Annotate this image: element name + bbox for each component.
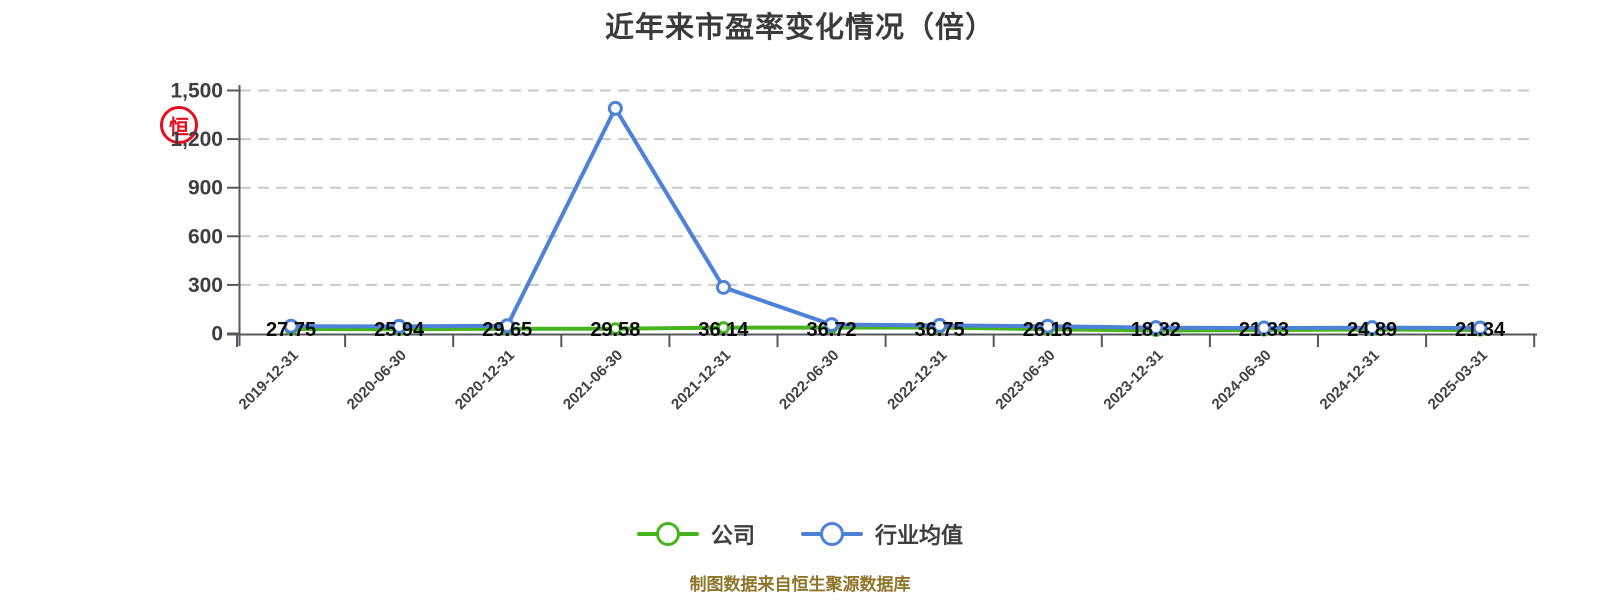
x-tick-label: 2019-12-31 <box>236 347 302 413</box>
value-label: 36.14 <box>698 319 749 341</box>
industry-data-point-marker[interactable] <box>824 317 840 333</box>
x-tick-label: 2024-06-30 <box>1208 347 1274 413</box>
industry-average-line <box>289 106 1483 330</box>
value-label: 18.32 <box>1131 319 1181 341</box>
industry-data-point-marker[interactable] <box>283 318 299 334</box>
value-label: 36.72 <box>807 319 857 341</box>
x-tick-label: 2020-12-31 <box>452 347 518 413</box>
industry-data-point-marker[interactable] <box>1256 320 1272 336</box>
company-data-point-marker[interactable] <box>716 321 730 335</box>
y-tick-label: 1,500 <box>170 80 223 103</box>
industry-legend-marker-icon <box>801 522 863 546</box>
x-tick-label: 2022-12-31 <box>884 347 950 413</box>
x-tick-label: 2022-06-30 <box>776 347 842 413</box>
industry-data-point-marker[interactable] <box>499 318 515 334</box>
company-data-point-marker[interactable] <box>608 322 622 336</box>
chart-legend: 公司 行业均值 <box>0 518 1600 550</box>
x-tick-label: 2021-12-31 <box>668 347 734 413</box>
industry-data-point-marker[interactable] <box>1040 318 1056 334</box>
industry-data-point-marker[interactable] <box>715 279 731 295</box>
value-label: 25.94 <box>374 319 425 341</box>
data-source-note: 制图数据来自恒生聚源数据库 <box>689 575 911 594</box>
value-label: 27.75 <box>266 319 316 341</box>
value-label: 24.89 <box>1347 319 1397 341</box>
company-legend-marker-icon <box>636 522 699 546</box>
industry-data-point-marker[interactable] <box>932 317 948 333</box>
x-tick-label: 2025-03-31 <box>1425 347 1491 413</box>
legend-item-company[interactable]: 公司 <box>636 518 755 550</box>
red-seal-watermark-icon: 恒 <box>160 106 198 144</box>
chart-title: 近年来市盈率变化情况（倍） <box>604 12 995 44</box>
x-tick-label: 2021-06-30 <box>560 347 626 413</box>
value-label: 21.33 <box>1239 319 1289 341</box>
company-legend-label: 公司 <box>710 523 755 548</box>
industry-data-point-marker[interactable] <box>391 318 407 334</box>
value-label: 36.75 <box>915 319 965 341</box>
x-tick-label: 2024-12-31 <box>1317 347 1383 413</box>
y-tick-label: 300 <box>188 274 223 297</box>
value-label: 29.65 <box>482 319 532 341</box>
company-legend-dot-icon <box>655 522 680 546</box>
legend-item-industry-average[interactable]: 行业均值 <box>801 518 963 550</box>
y-tick-label: 1,200 <box>170 128 223 151</box>
x-tick-label: 2023-06-30 <box>992 347 1058 413</box>
industry-data-point-marker[interactable] <box>1364 320 1380 336</box>
industry-data-point-marker[interactable] <box>1472 320 1488 336</box>
industry-legend-label: 行业均值 <box>875 523 964 548</box>
industry-legend-dot-icon <box>820 522 844 546</box>
y-tick-label: 600 <box>188 225 223 248</box>
value-label: 21.34 <box>1455 319 1506 341</box>
y-tick-label: 0 <box>211 323 223 346</box>
value-label: 29.58 <box>590 319 640 341</box>
y-tick-label: 900 <box>188 177 223 200</box>
x-tick-label: 2020-06-30 <box>344 347 410 413</box>
value-label: 26.16 <box>1023 319 1073 341</box>
x-tick-label: 2023-12-31 <box>1100 347 1166 413</box>
industry-data-point-marker[interactable] <box>607 100 623 116</box>
industry-data-point-marker[interactable] <box>1148 320 1164 336</box>
